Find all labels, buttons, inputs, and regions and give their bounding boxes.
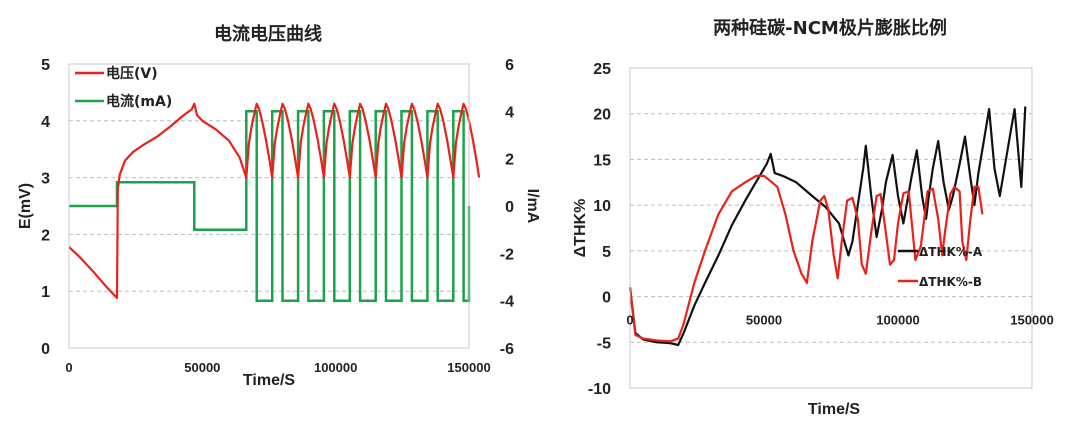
chart1-y2-tick-label: 4 xyxy=(505,104,514,121)
chart2-x-axis-label: Time/S xyxy=(808,401,861,418)
chart1-y2-tick-label: 6 xyxy=(505,57,514,74)
chart2-title: 两种硅碳-NCM极片膨胀比例 xyxy=(713,17,947,39)
chart2-legend-b: ΔTHK%-B xyxy=(919,275,982,289)
chart1-x-ticks: 0 50000 100000 150000 xyxy=(65,360,490,375)
chart2-series-line-b xyxy=(628,174,984,343)
chart1-y-tick-label: 0 xyxy=(41,341,50,358)
chart1-legend: 电压(V) 电流(mA) xyxy=(75,65,172,110)
chart2-y-tick-label: 5 xyxy=(602,244,611,261)
chart1-x-tick-label: 0 xyxy=(65,360,72,375)
chart1-x-tick-label: 50000 xyxy=(184,360,220,375)
chart2-y-tick-label: 25 xyxy=(593,61,611,78)
chart1-y-tick-label: 5 xyxy=(41,57,50,74)
chart2-gridlines xyxy=(630,113,1032,343)
chart2-x-tick-label: 0 xyxy=(626,313,633,328)
chart1-y-tick-label: 4 xyxy=(41,114,50,131)
chart2-y-tick-label: 15 xyxy=(593,152,611,169)
chart1-y2-tick-label: -4 xyxy=(500,294,514,311)
chart2-y-tick-label: -5 xyxy=(597,335,611,352)
chart1-y2-axis-label: I/mA xyxy=(524,189,541,224)
chart1-y2-tick-label: -6 xyxy=(500,341,514,358)
chart1-current-line xyxy=(69,110,471,302)
voltage-current-chart: 电流电压曲线 0 1 2 3 4 5 -6 -4 -2 0 2 4 6 0 50000 100000 150… xyxy=(17,23,541,389)
chart1-title: 电流电压曲线 xyxy=(214,23,322,45)
chart2-x-tick-label: 50000 xyxy=(746,313,782,328)
chart2-series xyxy=(628,106,1027,347)
chart1-legend-current: 电流(mA) xyxy=(106,93,172,110)
chart1-y-tick-label: 1 xyxy=(41,284,50,301)
chart1-gridlines xyxy=(69,120,469,292)
chart1-y-tick-label: 2 xyxy=(41,227,50,244)
chart1-plot-frame xyxy=(68,63,470,349)
chart1-y2-tick-label: 2 xyxy=(505,152,514,169)
chart2-x-ticks: 0 50000 100000 150000 xyxy=(626,313,1053,328)
chart1-legend-voltage: 电压(V) xyxy=(106,65,158,82)
chart1-x-tick-label: 100000 xyxy=(314,360,357,375)
chart2-y-tick-label: 0 xyxy=(602,290,611,307)
chart2-y-tick-label: 10 xyxy=(593,198,611,215)
chart1-y2-tick-label: -2 xyxy=(500,246,514,263)
chart2-y-axis-label: ΔTHK% xyxy=(572,199,589,258)
chart2-series-line-a xyxy=(628,106,1027,347)
chart1-voltage-line xyxy=(68,102,481,300)
chart1-y-ticks: 0 1 2 3 4 5 xyxy=(41,57,50,358)
chart1-x-axis-label: Time/S xyxy=(243,372,296,389)
chart1-y-axis-label: E(mV) xyxy=(17,183,34,229)
chart2-y-tick-label: -10 xyxy=(588,381,611,398)
chart1-y2-ticks: -6 -4 -2 0 2 4 6 xyxy=(500,57,514,358)
chart1-series xyxy=(68,102,481,302)
chart2-y-tick-label: 20 xyxy=(593,107,611,124)
chart2-legend: ΔTHK%-A ΔTHK%-B xyxy=(898,245,983,289)
chart2-plot-frame xyxy=(629,67,1033,389)
chart2-x-tick-label: 100000 xyxy=(876,313,919,328)
chart1-x-tick-label: 150000 xyxy=(447,360,490,375)
expansion-ratio-chart: 两种硅碳-NCM极片膨胀比例 -10 -5 0 5 10 15 20 25 0 50000 100… xyxy=(572,17,1054,418)
chart1-y-tick-label: 3 xyxy=(41,171,50,188)
chart2-x-tick-label: 150000 xyxy=(1010,313,1053,328)
chart1-y2-tick-label: 0 xyxy=(505,199,514,216)
chart2-legend-a: ΔTHK%-A xyxy=(919,245,983,259)
chart2-y-ticks: -10 -5 0 5 10 15 20 25 xyxy=(588,61,611,398)
